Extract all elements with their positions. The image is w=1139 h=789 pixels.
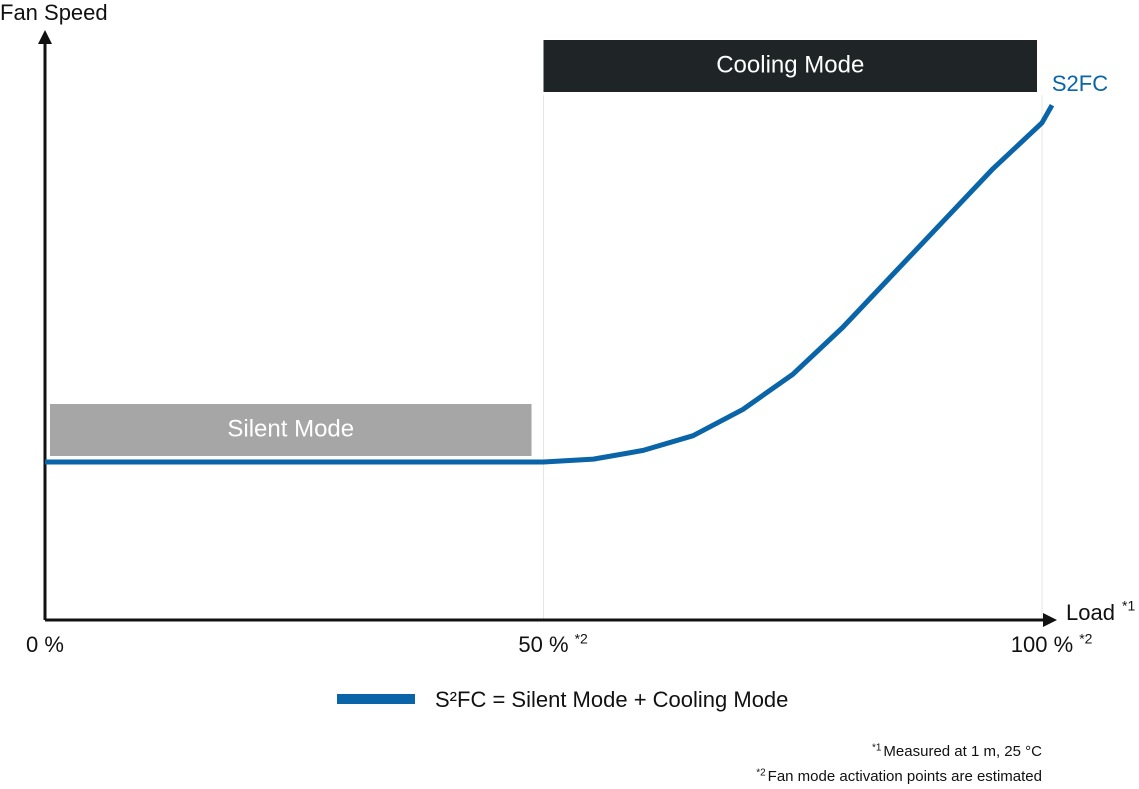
x-tick-label: 50 % [518, 632, 568, 657]
x-tick-label: 0 % [26, 632, 64, 657]
x-axis-note: *1 [1122, 598, 1135, 614]
y-axis-arrow [38, 30, 52, 44]
mode-label: Silent Mode [227, 415, 354, 442]
series-label: S2FC [1052, 71, 1108, 96]
x-axis-title: Load [1066, 600, 1115, 625]
footnote-marker: *2 [756, 768, 766, 779]
x-tick-note: *2 [1079, 631, 1092, 647]
x-axis-arrow [1043, 613, 1057, 627]
footnote-marker: *1 [872, 743, 882, 754]
mode-label: Cooling Mode [716, 51, 864, 78]
x-tick-label: 100 % [1011, 632, 1073, 657]
y-axis-title: Fan Speed [0, 0, 108, 25]
mode-band [49, 404, 532, 456]
series-line [45, 103, 1055, 465]
x-tick-note: *2 [575, 631, 588, 647]
mode-band [543, 40, 1038, 92]
footnote-text: Measured at 1 m, 25 °C [883, 743, 1042, 760]
legend-label: S²FC = Silent Mode + Cooling Mode [435, 687, 788, 712]
footnote-text: Fan mode activation points are estimated [768, 768, 1042, 785]
